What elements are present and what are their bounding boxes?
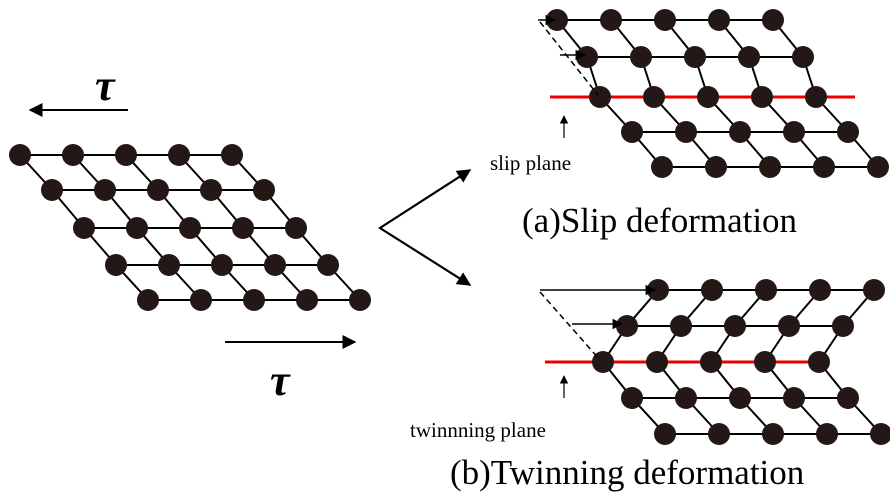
atom	[137, 289, 159, 311]
atom	[211, 254, 233, 276]
atom	[349, 289, 371, 311]
atom	[670, 315, 692, 337]
atom	[867, 156, 889, 178]
atom	[179, 217, 201, 239]
atom	[616, 315, 638, 337]
atom	[832, 315, 854, 337]
atom	[62, 144, 84, 166]
atom	[675, 387, 697, 409]
atom	[253, 179, 275, 201]
atom	[654, 423, 676, 445]
atom	[9, 144, 31, 166]
atom	[778, 315, 800, 337]
atom	[729, 121, 751, 143]
atom	[700, 351, 722, 373]
atom	[762, 9, 784, 31]
atom	[837, 387, 859, 409]
plane-label: slip plane	[490, 151, 571, 175]
atom	[643, 86, 665, 108]
atom	[805, 86, 827, 108]
atom	[317, 254, 339, 276]
original-edge	[540, 292, 600, 360]
atom	[675, 121, 697, 143]
atom	[738, 46, 760, 68]
atom	[654, 9, 676, 31]
atom	[708, 423, 730, 445]
atom	[724, 315, 746, 337]
caption: (a)Slip deformation	[522, 201, 797, 240]
atom	[708, 9, 730, 31]
atom	[115, 144, 137, 166]
atom	[589, 86, 611, 108]
atom	[697, 86, 719, 108]
atom	[168, 144, 190, 166]
atom	[94, 179, 116, 201]
atom	[651, 156, 673, 178]
plane-label: twinnning plane	[410, 418, 546, 442]
atom	[105, 254, 127, 276]
atom	[41, 179, 63, 201]
stress-label: τ	[95, 61, 116, 110]
atom	[813, 156, 835, 178]
atom	[600, 9, 622, 31]
atom	[73, 217, 95, 239]
atom	[200, 179, 222, 201]
branch-arrow	[380, 228, 470, 285]
atom	[630, 46, 652, 68]
branch-arrow	[380, 170, 470, 228]
atom	[863, 279, 885, 301]
diagram: τ τ slip plane (a)Slip deformation twinn…	[0, 0, 890, 500]
atom	[243, 289, 265, 311]
atom	[232, 217, 254, 239]
atom	[751, 86, 773, 108]
atom	[296, 289, 318, 311]
atom	[792, 46, 814, 68]
atom	[705, 156, 727, 178]
atom	[754, 351, 776, 373]
atom	[837, 121, 859, 143]
caption: (b)Twinning deformation	[450, 453, 804, 492]
atom	[684, 46, 706, 68]
atom	[221, 144, 243, 166]
atom	[190, 289, 212, 311]
stress-label: τ	[270, 356, 291, 405]
branch-arrows	[380, 170, 470, 285]
atom	[816, 423, 838, 445]
atom	[783, 121, 805, 143]
atom	[126, 217, 148, 239]
atom	[783, 387, 805, 409]
atom	[809, 279, 831, 301]
atom	[646, 351, 668, 373]
atom	[729, 387, 751, 409]
atom	[621, 121, 643, 143]
atom	[759, 156, 781, 178]
atom	[808, 351, 830, 373]
atom	[621, 387, 643, 409]
atom	[285, 217, 307, 239]
atom	[576, 46, 598, 68]
atom	[264, 254, 286, 276]
atom	[762, 423, 784, 445]
atom	[147, 179, 169, 201]
atom	[701, 279, 723, 301]
atom	[755, 279, 777, 301]
atom	[158, 254, 180, 276]
